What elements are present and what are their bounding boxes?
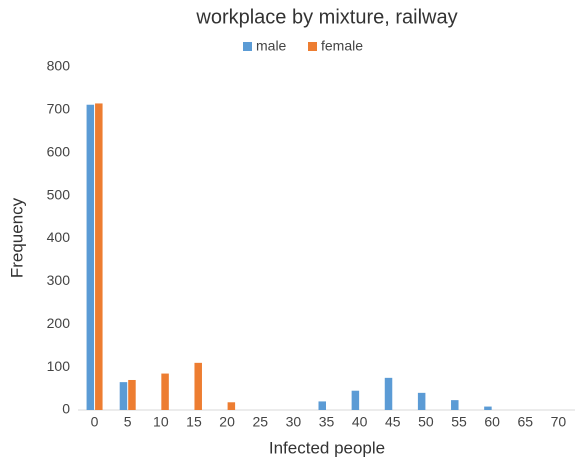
bar xyxy=(351,390,360,410)
legend-label: female xyxy=(321,38,363,54)
bar xyxy=(318,401,326,410)
x-tick-label: 40 xyxy=(352,414,368,430)
bar xyxy=(128,379,136,410)
x-tick-label: 65 xyxy=(518,414,534,430)
x-tick-label: 10 xyxy=(153,414,169,430)
bar xyxy=(227,402,236,410)
y-tick-label: 800 xyxy=(47,58,71,74)
y-tick-label: 700 xyxy=(47,101,71,117)
legend-swatch xyxy=(308,42,317,51)
legend-label: male xyxy=(256,38,287,54)
bar xyxy=(161,373,169,410)
x-axis-title: Infected people xyxy=(269,438,385,457)
y-tick-label: 200 xyxy=(47,315,71,331)
bar xyxy=(95,103,103,410)
y-axis-title: Frequency xyxy=(7,197,26,278)
x-tick-label: 0 xyxy=(91,414,99,430)
x-tick-label: 25 xyxy=(252,414,268,430)
y-tick-label: 400 xyxy=(47,229,71,245)
x-tick-label: 15 xyxy=(186,414,202,430)
x-tick-label: 50 xyxy=(418,414,434,430)
bar xyxy=(417,392,426,410)
bar xyxy=(86,104,95,410)
x-tick-label: 55 xyxy=(451,414,467,430)
bar xyxy=(451,400,459,410)
chart-title: workplace by mixture, railway xyxy=(195,6,457,28)
bar xyxy=(484,406,492,410)
x-tick-label: 70 xyxy=(551,414,567,430)
bar xyxy=(384,377,393,410)
x-tick-label: 30 xyxy=(286,414,302,430)
x-tick-label: 60 xyxy=(484,414,500,430)
x-tick-label: 35 xyxy=(319,414,335,430)
y-tick-label: 500 xyxy=(47,186,71,202)
legend-swatch xyxy=(243,42,252,51)
x-tick-label: 20 xyxy=(219,414,235,430)
bar xyxy=(194,362,202,410)
y-tick-label: 0 xyxy=(62,401,70,417)
x-tick-label: 5 xyxy=(124,414,132,430)
bar xyxy=(119,382,128,410)
x-tick-label: 45 xyxy=(385,414,401,430)
y-tick-label: 300 xyxy=(47,272,71,288)
y-tick-label: 600 xyxy=(47,143,71,159)
y-tick-label: 100 xyxy=(47,358,71,374)
